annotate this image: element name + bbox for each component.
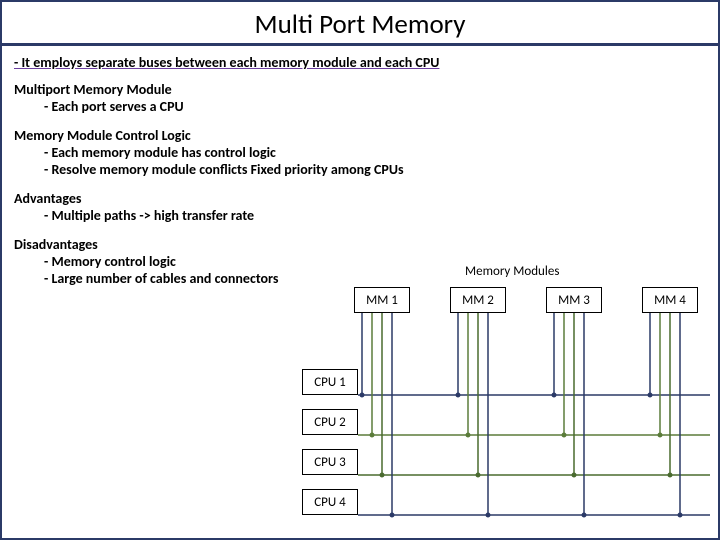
- mm-box-2: MM 2: [450, 287, 506, 313]
- content-area: - It employs separate buses between each…: [2, 46, 718, 287]
- mm-box-1: MM 1: [354, 287, 410, 313]
- intro-text: - It employs separate buses between each…: [14, 54, 706, 71]
- page-title: Multi Port Memory: [2, 8, 718, 41]
- mm-box-4: MM 4: [642, 287, 698, 313]
- mcl-heading: Memory Module Control Logic: [14, 127, 706, 144]
- adv-heading: Advantages: [14, 190, 354, 207]
- cpu-box-4: CPU 4: [302, 489, 358, 515]
- mcl-bullet-1: - Each memory module has control logic: [14, 144, 706, 161]
- title-row: Multi Port Memory: [2, 2, 718, 46]
- mpm-heading: Multiport Memory Module: [14, 81, 706, 98]
- mm-box-3: MM 3: [546, 287, 602, 313]
- disadvantages-block: Disadvantages - Memory control logic - L…: [14, 236, 294, 287]
- memory-modules-label: Memory Modules: [465, 264, 559, 279]
- dis-bullet-1: - Memory control logic: [14, 253, 294, 270]
- mpm-bullet-1: - Each port serves a CPU: [14, 98, 706, 115]
- mcl-bullet-2: - Resolve memory module conflicts Fixed …: [14, 161, 706, 178]
- dis-bullet-2: - Large number of cables and connectors: [14, 270, 294, 287]
- cpu-box-2: CPU 2: [302, 409, 358, 435]
- dis-heading: Disadvantages: [14, 236, 294, 253]
- cpu-box-1: CPU 1: [302, 369, 358, 395]
- cpu-box-3: CPU 3: [302, 449, 358, 475]
- slide-frame: Multi Port Memory - It employs separate …: [0, 0, 720, 540]
- adv-bullet-1: - Multiple paths -> high transfer rate: [14, 207, 354, 224]
- advantages-block: Advantages - Multiple paths -> high tran…: [14, 190, 354, 224]
